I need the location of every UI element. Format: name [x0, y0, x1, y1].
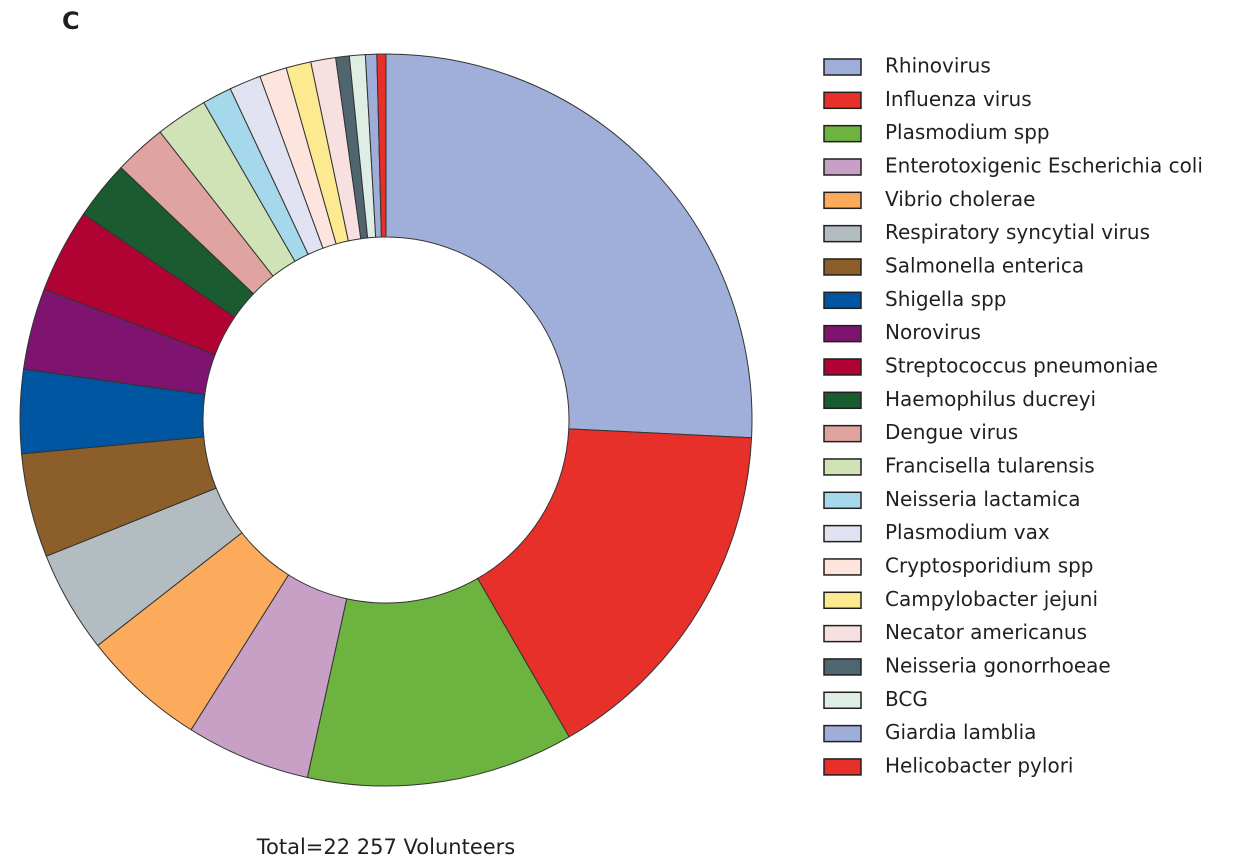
- legend-swatch: [823, 124, 862, 143]
- legend-swatch: [823, 524, 862, 543]
- legend-label: Dengue virus: [885, 420, 1018, 444]
- legend-label: Rhinovirus: [885, 54, 991, 78]
- legend-label: Influenza virus: [885, 87, 1032, 111]
- slice: [306, 577, 570, 787]
- legend-swatch: [823, 424, 862, 443]
- legend-swatch: [823, 758, 862, 776]
- legend-swatch: [823, 91, 862, 110]
- slice: [476, 428, 753, 738]
- caption: Total=22 257 Volunteers: [256, 835, 515, 859]
- legend-label: Necator americanus: [885, 620, 1087, 644]
- legend-label: BCG: [885, 687, 928, 711]
- legend-label: Enterotoxigenic Escherichia coli: [885, 153, 1203, 177]
- legend-swatch: [823, 658, 862, 676]
- slice: [376, 53, 387, 238]
- legend-swatch: [823, 291, 862, 310]
- legend-swatch: [823, 491, 862, 510]
- legend-label: Cryptosporidium spp: [885, 553, 1094, 577]
- legend-swatch: [823, 591, 862, 610]
- legend-label: Vibrio cholerae: [885, 187, 1035, 211]
- legend-swatch: [823, 324, 862, 343]
- panel-label: C: [62, 7, 80, 35]
- legend-swatch: [823, 558, 862, 576]
- legend-swatch: [823, 691, 862, 710]
- legend-label: Norovirus: [885, 320, 981, 344]
- legend-swatch: [823, 58, 862, 76]
- legend-label: Haemophilus ducreyi: [885, 387, 1096, 411]
- legend-swatch: [823, 724, 862, 743]
- legend-swatch: [823, 358, 862, 376]
- legend-label: Respiratory syncytial virus: [885, 220, 1150, 244]
- legend-swatch: [823, 158, 862, 176]
- legend-label: Neisseria lactamica: [885, 487, 1081, 511]
- legend-swatch: [823, 391, 862, 410]
- legend-label: Neisseria gonorrhoeae: [885, 653, 1111, 677]
- legend-swatch: [823, 224, 862, 243]
- legend-label: Salmonella enterica: [885, 253, 1084, 277]
- legend-label: Francisella tularensis: [885, 453, 1095, 477]
- legend-swatch: [823, 624, 862, 643]
- legend-label: Streptococcus pneumoniae: [885, 353, 1158, 377]
- legend-label: Shigella spp: [885, 287, 1006, 311]
- legend-label: Helicobacter pylori: [885, 753, 1073, 777]
- legend-swatch: [823, 258, 862, 276]
- legend-label: Plasmodium spp: [885, 120, 1050, 144]
- legend-label: Giardia lamblia: [885, 720, 1036, 744]
- legend-swatch: [823, 191, 862, 210]
- legend-label: Campylobacter jejuni: [885, 587, 1098, 611]
- legend-swatch: [823, 458, 862, 476]
- legend-label: Plasmodium vax: [885, 520, 1050, 544]
- slice: [385, 53, 753, 439]
